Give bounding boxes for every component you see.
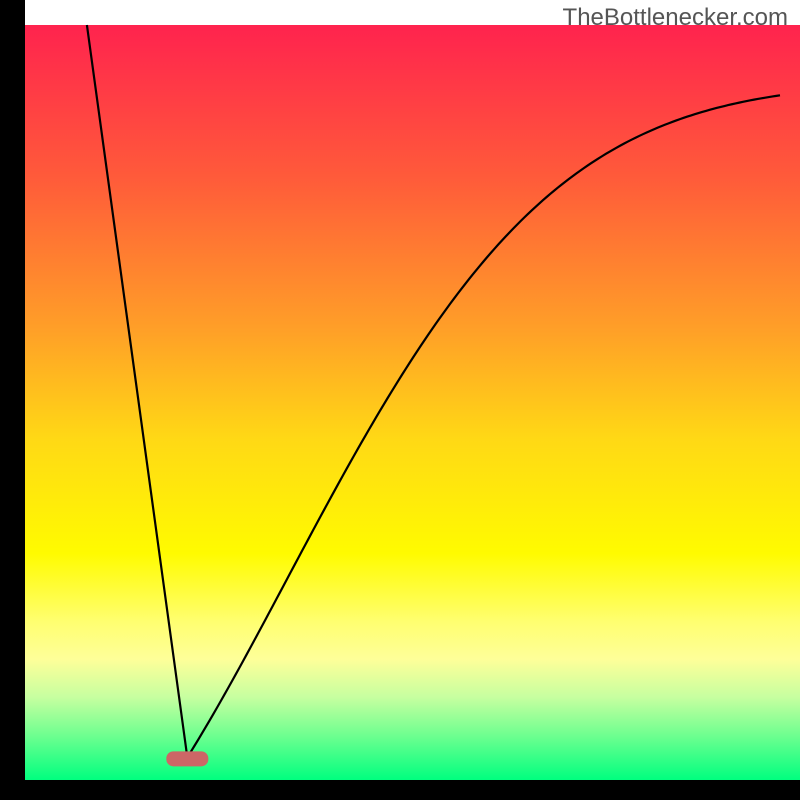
- gradient-background: [25, 25, 800, 780]
- bottleneck-chart: [0, 0, 800, 800]
- x-axis: [0, 780, 800, 800]
- dip-marker: [166, 751, 208, 766]
- y-axis: [0, 0, 25, 800]
- watermark-text: TheBottlenecker.com: [563, 4, 788, 32]
- chart-container: { "watermark": { "text": "TheBottlenecke…: [0, 0, 800, 800]
